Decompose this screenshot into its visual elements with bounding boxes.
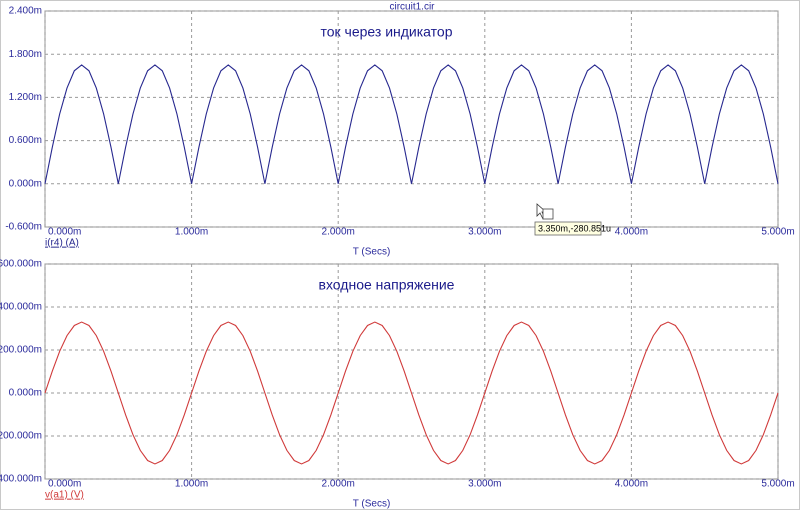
plot-title: ток через индикатор <box>321 24 453 40</box>
x-axis-label: T (Secs) <box>353 247 391 258</box>
y-tick-label: -400.000m <box>0 474 42 485</box>
x-tick-label: 5.000m <box>761 479 794 490</box>
cursor-box <box>542 208 554 220</box>
x-tick-label: 2.000m <box>322 479 355 490</box>
y-tick-label: 1.800m <box>9 49 42 60</box>
y-tick-label: 200.000m <box>0 345 42 356</box>
tooltip-text: 3.350m,-280.851u <box>538 223 611 233</box>
series-label: i(r4) (A) <box>45 238 79 249</box>
x-tick-label: 1.000m <box>175 227 208 238</box>
x-tick-label: 4.000m <box>615 227 648 238</box>
y-tick-label: 0.000m <box>9 388 42 399</box>
y-tick-label: 0.000m <box>9 178 42 189</box>
plot-title: входное напряжение <box>319 277 455 293</box>
y-tick-label: 600.000m <box>0 259 42 270</box>
series-line <box>44 321 779 465</box>
y-tick-label: -200.000m <box>0 431 42 442</box>
y-tick-label: 400.000m <box>0 302 42 313</box>
x-tick-label: 0.000m <box>48 479 81 490</box>
tooltip-box <box>534 221 602 236</box>
x-tick-label: 1.000m <box>175 479 208 490</box>
series-line <box>44 64 779 184</box>
x-tick-label: 3.000m <box>468 227 501 238</box>
x-axis-label: T (Secs) <box>353 499 391 510</box>
y-tick-label: 0.600m <box>9 135 42 146</box>
x-tick-label: 4.000m <box>615 479 648 490</box>
window-title: circuit1.cir <box>389 2 435 13</box>
x-tick-label: 5.000m <box>761 227 794 238</box>
plot-frame <box>44 263 779 480</box>
plot-frame <box>44 10 779 228</box>
x-tick-label: 0.000m <box>48 227 81 238</box>
y-tick-label: -0.600m <box>5 222 42 233</box>
x-tick-label: 3.000m <box>468 479 501 490</box>
y-tick-label: 1.200m <box>9 92 42 103</box>
y-tick-label: 2.400m <box>9 6 42 17</box>
series-label: v(a1) (V) <box>45 490 84 501</box>
x-tick-label: 2.000m <box>322 227 355 238</box>
